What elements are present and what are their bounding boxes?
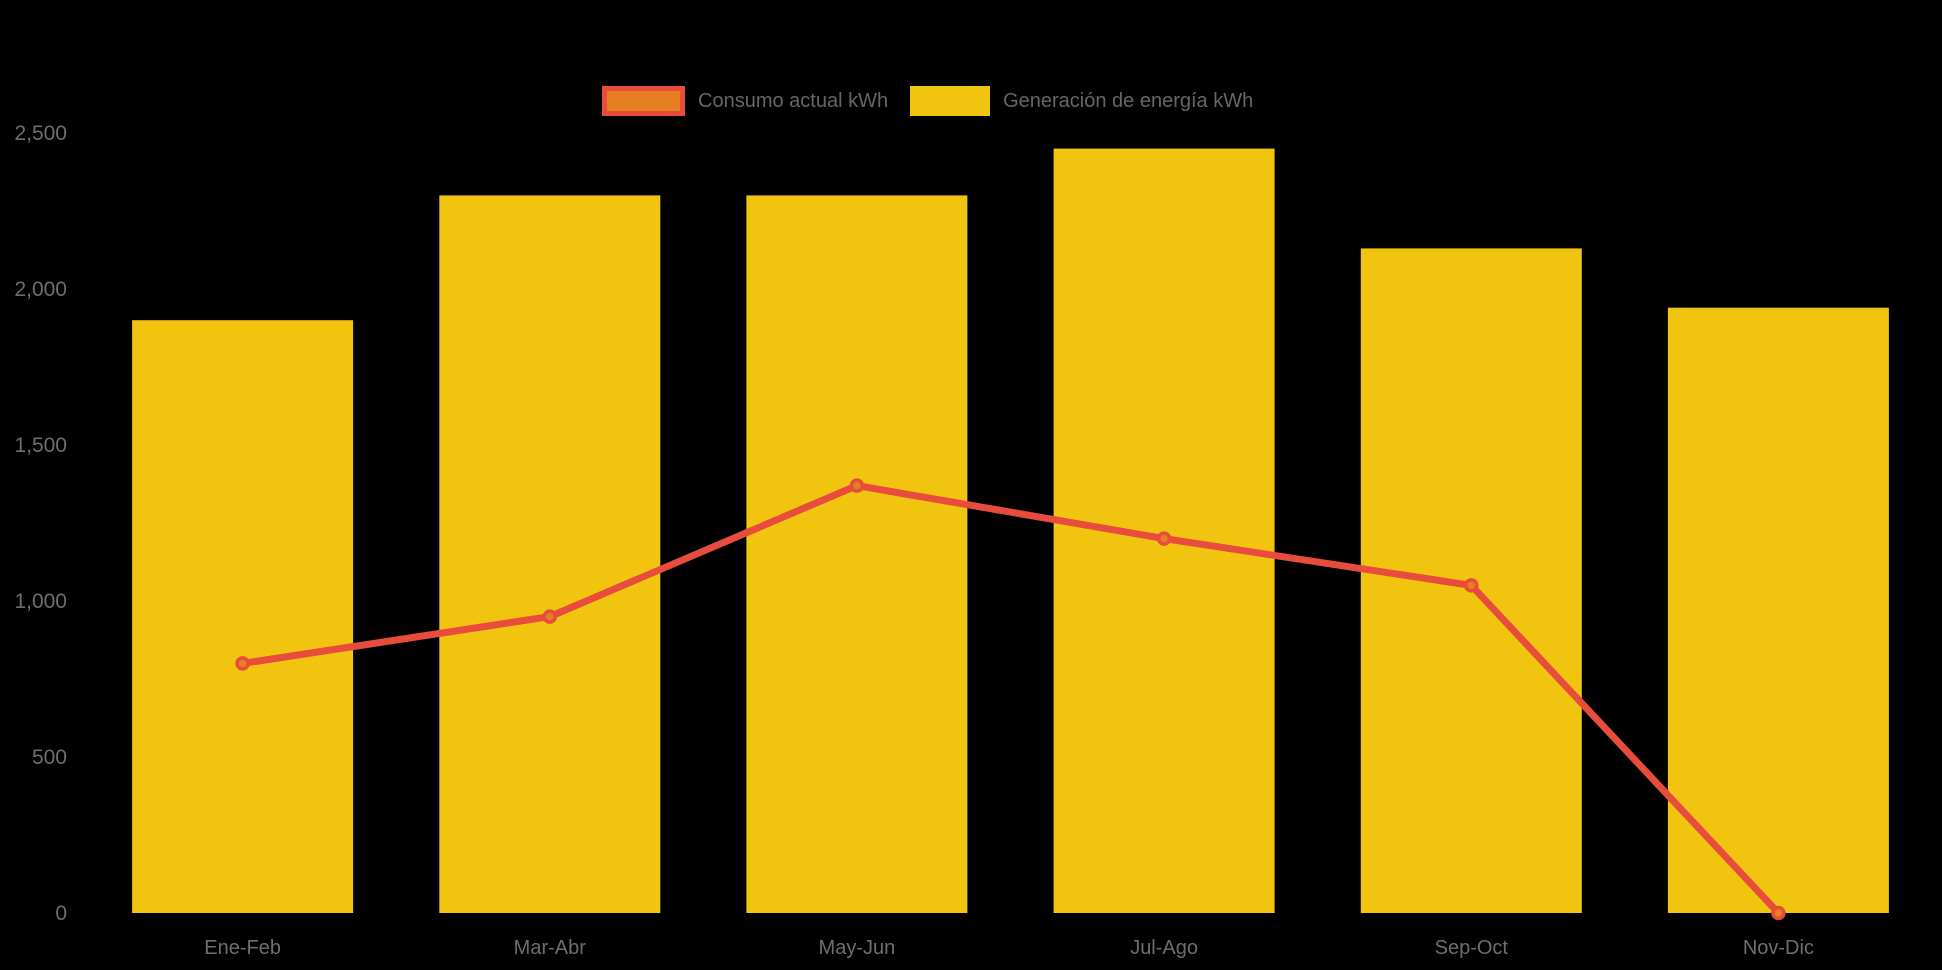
consumo-line-swatch-icon <box>602 86 685 116</box>
y-tick-label-2000: 2,000 <box>14 277 67 301</box>
chart-legend: Consumo actual kWh Generación de energía… <box>602 86 1253 116</box>
legend-item-consumo[interactable]: Consumo actual kWh <box>602 86 888 116</box>
line-marker-Sep-Oct[interactable] <box>1464 578 1479 593</box>
x-tick-label-Mar-Abr: Mar-Abr <box>513 937 586 959</box>
x-tick-label-Ene-Feb: Ene-Feb <box>204 937 281 959</box>
line-marker-Jul-Ago[interactable] <box>1156 531 1172 546</box>
y-tick-label-500: 500 <box>31 745 67 769</box>
legend-label-generacion: Generación de energía kWh <box>1003 90 1254 112</box>
line-marker-Mar-Abr[interactable] <box>542 609 558 624</box>
x-tick-label-May-Jun: May-Jun <box>818 937 896 959</box>
legend-item-generacion[interactable]: Generación de energía kWh <box>910 86 1253 116</box>
x-tick-label-Sep-Oct: Sep-Oct <box>1434 937 1508 959</box>
bar-May-Jun[interactable] <box>746 195 968 913</box>
y-tick-label-1000: 1,000 <box>14 589 67 613</box>
generacion-bar-swatch-icon <box>910 86 991 116</box>
bar-Jul-Ago[interactable] <box>1053 148 1275 914</box>
x-tick-label-Nov-Dic: Nov-Dic <box>1742 937 1814 959</box>
y-tick-label-0: 0 <box>55 901 67 925</box>
x-tick-label-Jul-Ago: Jul-Ago <box>1130 937 1198 959</box>
legend-label-consumo: Consumo actual kWh <box>698 90 889 112</box>
bar-Mar-Abr[interactable] <box>439 195 661 913</box>
y-tick-label-1500: 1,500 <box>14 433 67 457</box>
bar-Ene-Feb[interactable] <box>132 320 354 913</box>
line-marker-May-Jun[interactable] <box>849 478 865 493</box>
line-marker-Nov-Dic[interactable] <box>1771 905 1786 921</box>
bar-Nov-Dic[interactable] <box>1667 307 1889 913</box>
line-marker-Ene-Feb[interactable] <box>235 656 250 671</box>
y-tick-label-2500: 2,500 <box>14 121 67 145</box>
consumo-line <box>239 482 1782 917</box>
